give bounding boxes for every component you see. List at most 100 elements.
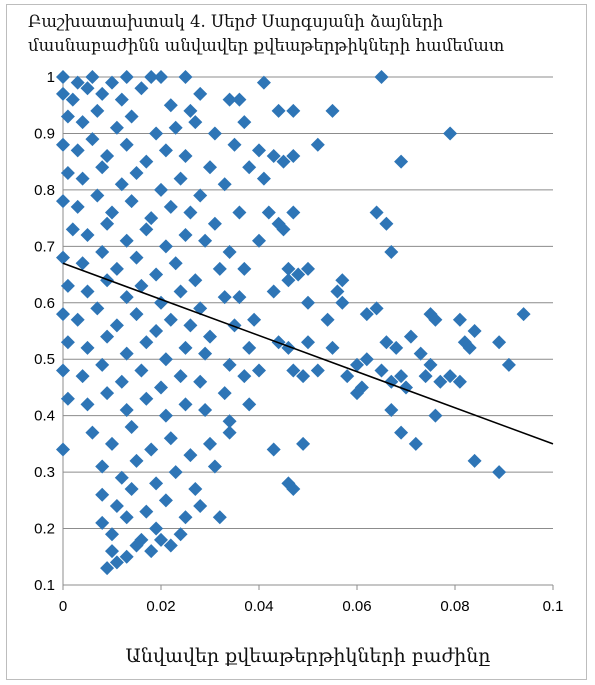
data-point	[144, 70, 159, 84]
data-point	[158, 352, 173, 367]
data-point	[374, 363, 389, 378]
data-point	[428, 408, 443, 423]
data-point	[139, 504, 154, 519]
data-point	[301, 261, 315, 276]
data-point	[369, 205, 384, 220]
data-point	[242, 340, 257, 355]
data-point	[232, 205, 247, 220]
data-point	[276, 222, 291, 237]
chart-title-line-2: մասնաբաժինն անվավեր քվեաթերթիկների համեմ…	[28, 36, 505, 55]
data-point	[203, 160, 217, 175]
data-point	[60, 335, 75, 350]
data-point	[492, 465, 507, 480]
y-tick-label-8: 0.9	[34, 125, 55, 142]
data-point	[95, 160, 110, 175]
data-point	[114, 92, 129, 107]
data-point	[100, 329, 115, 344]
data-point	[212, 261, 227, 276]
data-point	[467, 453, 482, 468]
data-point	[359, 352, 374, 367]
data-point	[134, 278, 149, 293]
data-point	[149, 521, 164, 536]
data-point	[452, 312, 467, 327]
trendline-group	[62, 262, 554, 445]
data-point	[183, 448, 198, 463]
data-point	[261, 205, 276, 220]
data-point	[80, 340, 95, 355]
x-tick-label-2: 0.04	[244, 598, 273, 615]
data-point	[119, 290, 134, 305]
data-point	[296, 369, 311, 384]
data-point	[80, 81, 95, 96]
data-point	[256, 75, 271, 90]
data-point	[124, 482, 139, 497]
data-point	[119, 346, 134, 361]
data-point	[105, 436, 119, 451]
data-point	[105, 75, 119, 90]
data-point	[109, 498, 124, 513]
data-point	[60, 165, 75, 180]
data-point	[222, 244, 237, 259]
data-point	[237, 115, 252, 130]
data-point	[173, 284, 188, 299]
data-point	[350, 386, 364, 401]
data-point	[193, 498, 208, 513]
data-point	[178, 70, 193, 84]
data-point	[232, 92, 247, 107]
data-point	[340, 369, 355, 384]
data-point	[452, 374, 467, 389]
data-point	[75, 369, 90, 384]
data-point	[178, 149, 193, 164]
y-tick-label-4: 0.5	[34, 351, 55, 368]
data-point	[281, 261, 296, 276]
y-tick-label-6: 0.7	[34, 238, 55, 255]
x-tick-label-3: 0.06	[342, 598, 371, 615]
data-point	[403, 329, 418, 344]
data-point	[65, 92, 80, 107]
data-point	[227, 137, 242, 152]
data-point	[423, 357, 438, 372]
data-point	[109, 261, 124, 276]
data-point	[232, 290, 247, 305]
data-point	[95, 515, 110, 530]
data-point	[129, 165, 144, 180]
data-point	[183, 205, 198, 220]
data-point	[95, 487, 110, 502]
data-point	[237, 369, 252, 384]
data-point	[129, 453, 144, 468]
data-point	[144, 442, 159, 457]
data-point	[286, 482, 301, 497]
data-point	[286, 103, 301, 118]
data-point	[56, 307, 70, 322]
data-point	[379, 335, 394, 350]
data-point	[124, 419, 139, 434]
data-point	[203, 329, 217, 344]
data-point	[105, 527, 119, 542]
data-point	[389, 340, 404, 355]
data-point	[90, 188, 105, 203]
data-point	[310, 363, 325, 378]
chart-title-line-1: Բաշխատախտակ 4. Սերժ Սարգսյանի ձայների	[28, 12, 444, 31]
data-point	[291, 267, 306, 282]
data-point	[296, 436, 311, 451]
data-point	[217, 386, 232, 401]
data-point	[178, 228, 193, 243]
y-tick-label-5: 0.6	[34, 295, 55, 312]
data-point	[286, 363, 301, 378]
data-point	[149, 267, 164, 282]
data-point	[188, 273, 203, 288]
data-point	[149, 476, 164, 491]
data-point	[359, 307, 374, 322]
data-point	[168, 465, 183, 480]
chart-title: Բաշխատախտակ 4. Սերժ Սարգսյանի ձայների մա…	[28, 10, 568, 58]
data-points	[56, 70, 531, 576]
data-point	[217, 177, 232, 192]
data-point	[154, 295, 168, 310]
data-point	[193, 374, 208, 389]
data-point	[198, 233, 213, 248]
data-point	[139, 154, 154, 169]
data-point	[85, 425, 100, 440]
data-point	[188, 482, 203, 497]
data-point	[163, 538, 178, 553]
